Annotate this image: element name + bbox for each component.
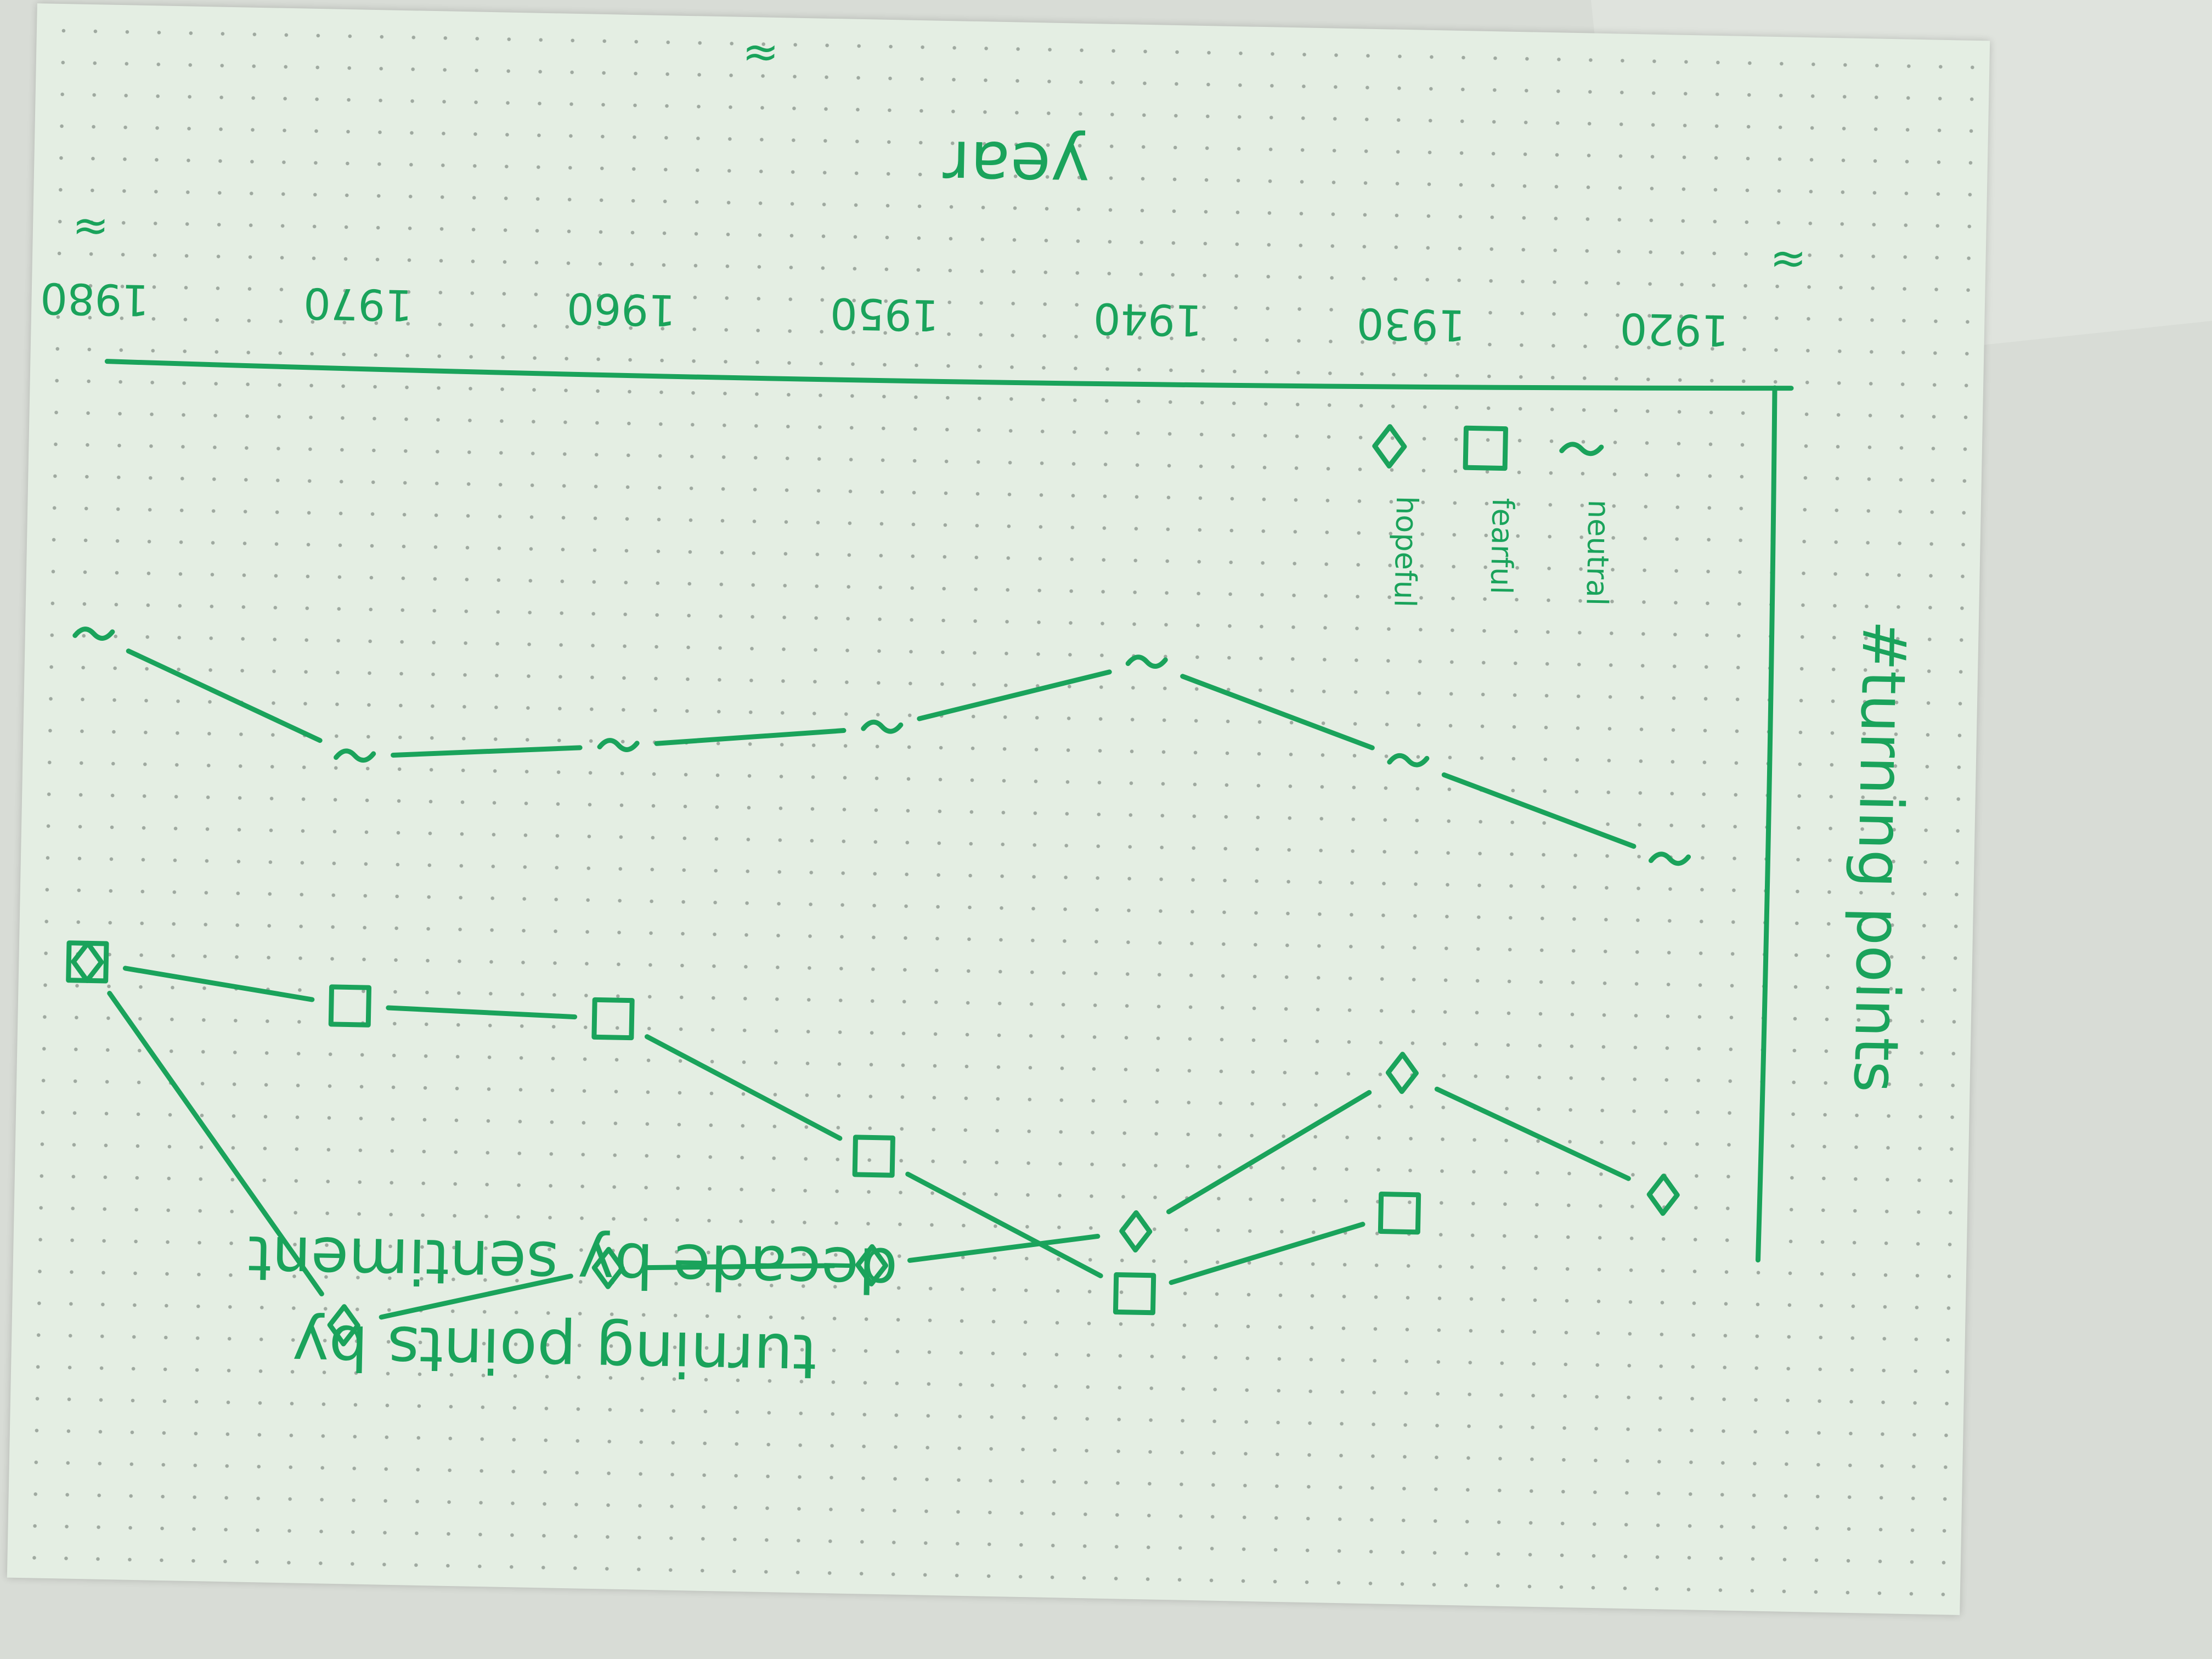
legend: hopeful fearful neutral bbox=[1372, 424, 1616, 608]
line-hopeful-1920-1930 bbox=[1434, 1086, 1631, 1181]
line-neutral-1920-1930 bbox=[1441, 772, 1637, 849]
chart-title-line-2: decade by sentiment bbox=[247, 1222, 898, 1306]
legend-marker-hopeful bbox=[1372, 424, 1407, 469]
point-neutral-1920 bbox=[1648, 851, 1691, 866]
series-markers bbox=[66, 627, 1691, 1347]
point-fearful-1960 bbox=[591, 997, 635, 1041]
point-hopeful-1930 bbox=[1385, 1052, 1419, 1094]
point-hopeful-1950 bbox=[855, 1244, 888, 1286]
line-fearful-1970-1980 bbox=[122, 966, 315, 1002]
legend-label-fearful: fearful bbox=[1484, 498, 1520, 595]
x-tick-label-1930: 1930 bbox=[1356, 298, 1466, 349]
x-tick-label-1980: 1980 bbox=[40, 273, 149, 324]
x-tick-label-1920: 1920 bbox=[1620, 303, 1729, 355]
line-hopeful-1960-1970 bbox=[379, 1273, 573, 1320]
x-tick-labels: 1920 1930 1940 1950 1960 1970 1980 ≈ ≈ ≈ bbox=[40, 29, 1807, 355]
line-hopeful-1950-1960 bbox=[644, 1263, 836, 1271]
x-axis-line bbox=[104, 359, 1794, 391]
point-neutral-1950 bbox=[861, 719, 904, 734]
hand-drawn-chart: 1920 1930 1940 1950 1960 1970 1980 ≈ ≈ ≈ #turning… bbox=[40, 29, 1920, 1392]
point-fearful-1950 bbox=[852, 1135, 895, 1178]
x-tick-label-1940: 1940 bbox=[1093, 293, 1203, 345]
x-tick-label-1950: 1950 bbox=[830, 288, 939, 340]
point-neutral-1960 bbox=[597, 738, 640, 752]
point-fearful-1980 bbox=[66, 940, 109, 984]
point-hopeful-1920 bbox=[1646, 1173, 1680, 1216]
y-axis-line bbox=[1755, 385, 1778, 1263]
legend-label-hopeful: hopeful bbox=[1387, 496, 1424, 608]
chart-title-line-1: turning points by bbox=[292, 1310, 817, 1391]
legend-label-neutral: neutral bbox=[1579, 499, 1616, 606]
x-tick-label-1970: 1970 bbox=[303, 278, 413, 330]
point-neutral-1970 bbox=[334, 748, 376, 763]
line-neutral-1950-1960 bbox=[654, 728, 847, 746]
chart-axes bbox=[104, 359, 1794, 1263]
point-fearful-1940 bbox=[1113, 1272, 1156, 1316]
x-axis-break-mark-left: ≈ bbox=[1769, 235, 1807, 286]
line-fearful-1930-1940 bbox=[1169, 1222, 1365, 1285]
point-fearful-1930 bbox=[1378, 1192, 1421, 1235]
line-hopeful-1930-1940 bbox=[1166, 1090, 1372, 1215]
legend-marker-neutral bbox=[1559, 442, 1604, 456]
y-axis-label: #turning points bbox=[1840, 619, 1920, 1093]
series-lines bbox=[107, 648, 1637, 1320]
point-neutral-1940 bbox=[1125, 654, 1168, 669]
legend-marker-fearful bbox=[1463, 425, 1508, 471]
x-axis-break-mark-mid: ≈ bbox=[742, 29, 780, 80]
line-neutral-1930-1940 bbox=[1180, 674, 1375, 751]
point-neutral-1930 bbox=[1387, 753, 1430, 768]
point-fearful-1970 bbox=[328, 984, 372, 1028]
dotted-notebook-page: 1920 1930 1940 1950 1960 1970 1980 ≈ ≈ ≈ #turning… bbox=[7, 3, 1990, 1615]
point-hopeful-1980 bbox=[71, 940, 104, 983]
line-fearful-1940-1950 bbox=[905, 1171, 1103, 1278]
point-hopeful-1940 bbox=[1119, 1210, 1153, 1253]
x-axis-break-mark-right: ≈ bbox=[72, 202, 110, 253]
line-neutral-1960-1970 bbox=[391, 745, 583, 758]
line-neutral-1940-1950 bbox=[917, 669, 1112, 721]
line-fearful-1960-1970 bbox=[386, 1005, 578, 1020]
point-neutral-1980 bbox=[72, 627, 115, 641]
line-hopeful-1970-1980 bbox=[107, 991, 324, 1296]
point-hopeful-1970 bbox=[327, 1304, 360, 1347]
x-axis-label: year bbox=[942, 126, 1091, 205]
axis-labels: #turning points year turning points bydeca… bbox=[247, 126, 1920, 1392]
line-fearful-1950-1960 bbox=[644, 1034, 843, 1141]
x-tick-label-1960: 1960 bbox=[566, 283, 676, 335]
point-hopeful-1960 bbox=[591, 1246, 625, 1289]
line-hopeful-1940-1950 bbox=[907, 1233, 1101, 1263]
line-neutral-1970-1980 bbox=[126, 648, 323, 743]
